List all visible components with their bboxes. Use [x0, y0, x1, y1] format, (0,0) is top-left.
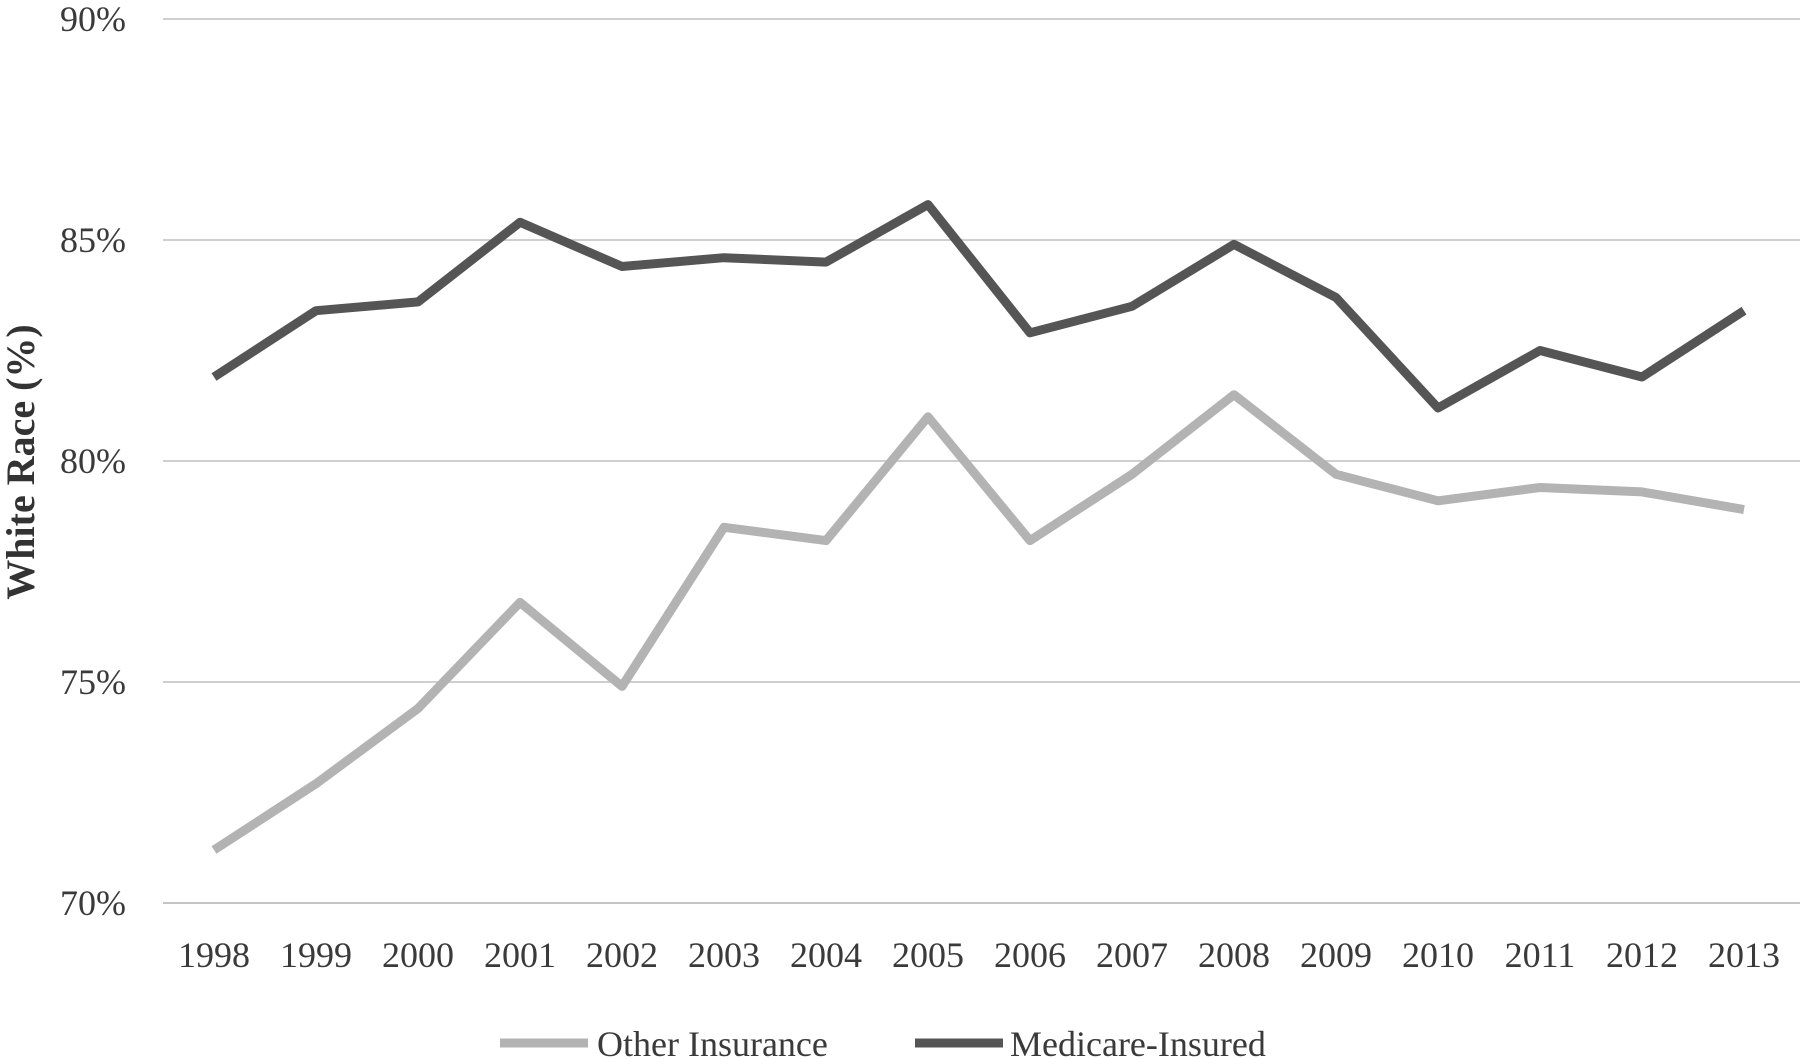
- y-tick-label: 90%: [60, 0, 126, 39]
- series-lines: [211, 200, 1747, 854]
- legend-label-medicare-insured: Medicare-Insured: [1010, 1024, 1266, 1059]
- y-tick-label: 85%: [60, 220, 126, 260]
- x-tick-label: 2013: [1708, 935, 1780, 975]
- legend: Other Insurance Medicare-Insured: [500, 1024, 1266, 1059]
- x-tick-label: 2004: [790, 935, 862, 975]
- x-tick-label: 2005: [892, 935, 964, 975]
- x-tick-label: 2006: [994, 935, 1066, 975]
- legend-label-other-insurance: Other Insurance: [597, 1024, 828, 1059]
- x-tick-label: 1999: [280, 935, 352, 975]
- y-axis-ticks: 70% 75% 80% 85% 90%: [60, 0, 126, 923]
- x-tick-label: 2002: [586, 935, 658, 975]
- x-tick-label: 1998: [178, 935, 250, 975]
- x-tick-label: 2009: [1300, 935, 1372, 975]
- y-axis-label: White Race (%): [0, 324, 43, 599]
- y-tick-label: 75%: [60, 662, 126, 702]
- x-tick-label: 2010: [1402, 935, 1474, 975]
- x-tick-label: 2007: [1096, 935, 1168, 975]
- x-tick-label: 2001: [484, 935, 556, 975]
- x-tick-label: 2003: [688, 935, 760, 975]
- x-axis-ticks: 1998 1999 2000 2001 2002 2003 2004 2005 2006 2007…: [178, 935, 1780, 975]
- x-tick-label: 2000: [382, 935, 454, 975]
- y-tick-label: 80%: [60, 441, 126, 481]
- x-tick-label: 2012: [1606, 935, 1678, 975]
- x-tick-label: 2008: [1198, 935, 1270, 975]
- y-tick-label: 70%: [60, 883, 126, 923]
- series-line-other-insurance: [211, 390, 1745, 854]
- gridlines: [163, 18, 1800, 904]
- x-tick-label: 2011: [1505, 935, 1576, 975]
- series-line-medicare-insured: [211, 200, 1747, 413]
